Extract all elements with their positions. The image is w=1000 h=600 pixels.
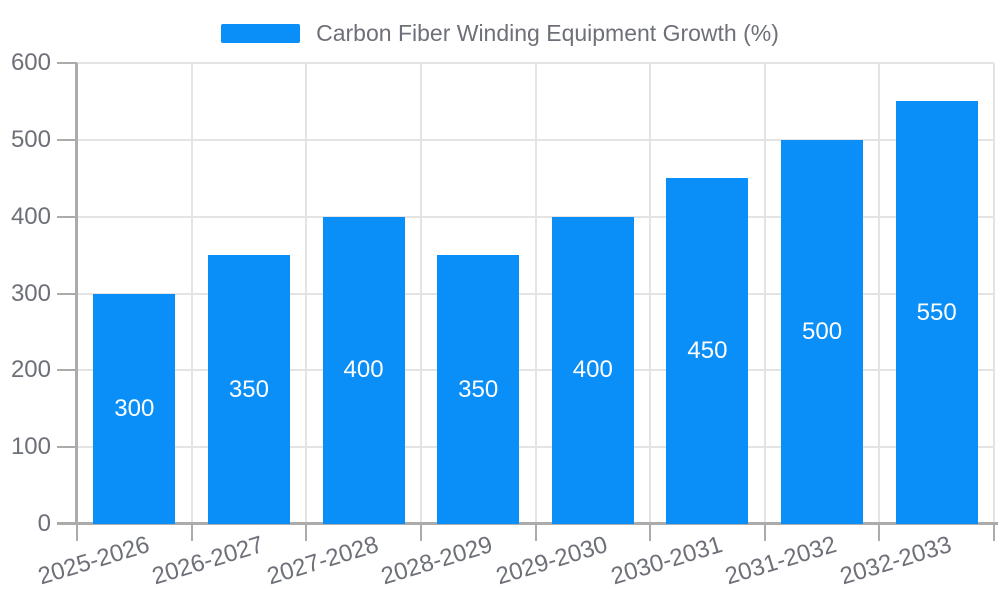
x-axis-label: 2026-2027 (149, 531, 267, 591)
bar-value-label: 400 (343, 356, 384, 384)
y-tick (57, 369, 77, 372)
y-axis-label: 600 (10, 49, 51, 76)
x-axis-label: 2031-2032 (722, 531, 840, 591)
y-axis-label: 200 (10, 356, 51, 384)
bar[interactable] (551, 216, 634, 524)
x-tick (190, 524, 193, 541)
v-gridline (305, 63, 308, 524)
x-tick (305, 524, 308, 541)
bar[interactable] (322, 216, 405, 524)
bar-value-label: 350 (228, 375, 269, 403)
y-tick (57, 138, 77, 141)
bar-value-label: 300 (114, 394, 155, 422)
y-tick (57, 62, 77, 64)
bar[interactable] (781, 139, 864, 524)
x-axis-label: 2029-2030 (493, 531, 611, 591)
x-tick (878, 524, 881, 541)
v-gridline (763, 63, 766, 524)
bar-value-label: 450 (687, 337, 728, 365)
y-axis-label: 500 (10, 125, 51, 153)
v-gridline (419, 63, 422, 524)
x-tick (534, 524, 537, 541)
bar[interactable] (895, 101, 978, 524)
x-axis-label: 2027-2028 (263, 531, 382, 591)
x-tick (419, 524, 422, 541)
v-gridline (878, 63, 881, 524)
x-axis-label: 2030-2031 (607, 531, 726, 591)
y-tick (57, 446, 77, 449)
legend-label: Carbon Fiber Winding Equipment Growth (%… (316, 20, 779, 46)
x-axis-label: 2032-2033 (836, 531, 955, 591)
bar[interactable] (666, 178, 749, 524)
y-tick (57, 523, 77, 525)
x-axis-label: 2028-2029 (378, 531, 497, 591)
x-tick (993, 524, 995, 541)
bar-value-label: 550 (916, 298, 957, 326)
v-gridline (190, 63, 193, 524)
legend-item[interactable]: Carbon Fiber Winding Equipment Growth (%… (0, 14, 1000, 53)
y-axis-label: 300 (10, 279, 51, 307)
x-tick (649, 524, 652, 541)
y-tick (57, 215, 77, 218)
x-axis-line (57, 522, 998, 525)
bar-value-label: 350 (458, 375, 499, 403)
legend-swatch-icon (221, 24, 301, 43)
y-axis-label: 400 (10, 202, 51, 230)
bar[interactable] (93, 293, 176, 524)
v-gridline (649, 63, 652, 524)
x-axis-label: 2025-2026 (34, 531, 153, 591)
bar[interactable] (207, 255, 290, 524)
bar-value-label: 400 (572, 356, 613, 384)
v-gridline (993, 63, 995, 524)
x-tick (763, 524, 766, 541)
y-axis-label: 100 (10, 433, 51, 461)
x-tick (76, 524, 78, 541)
y-tick (57, 292, 77, 295)
v-gridline (534, 63, 537, 524)
bar-value-label: 500 (802, 317, 843, 345)
y-axis-label: 0 (37, 510, 51, 537)
bar[interactable] (437, 255, 520, 524)
